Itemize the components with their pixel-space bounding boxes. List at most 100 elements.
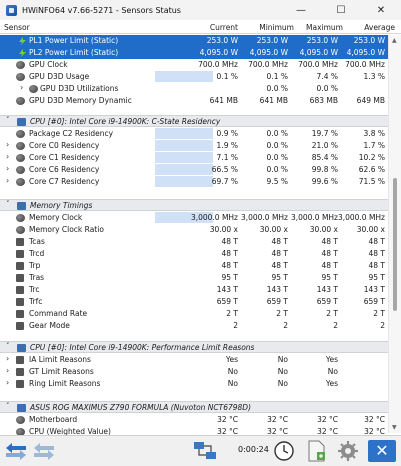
value-minimum: 253.0 W: [256, 36, 288, 45]
expand-chevron-icon[interactable]: ›: [6, 354, 10, 363]
value-maximum: 2 T: [326, 309, 338, 318]
value-minimum: 0.0 %: [266, 153, 288, 162]
close-button[interactable]: ✕: [376, 4, 386, 16]
sensor-row[interactable]: Tras 95 T 95 T 95 T 95 T: [0, 272, 388, 284]
collapse-chevron-icon[interactable]: ˅: [6, 402, 10, 410]
minimize-button[interactable]: —: [296, 4, 306, 16]
sensor-row[interactable]: › IA Limit Reasons Yes No Yes: [0, 354, 388, 366]
expand-chevron-icon[interactable]: ›: [20, 83, 24, 92]
residency-sensor-icon: [16, 166, 25, 174]
value-minimum: 95 T: [271, 273, 288, 282]
value-maximum: 143 T: [316, 285, 338, 294]
current-highlight: [155, 212, 213, 223]
power-bolt-icon: [19, 37, 26, 45]
sensor-group-header[interactable]: ˅ CPU [#0]: Intel Core i9-14900K: Perfor…: [0, 341, 388, 353]
sensor-row[interactable]: Trcd 48 T 48 T 48 T 48 T: [0, 248, 388, 260]
value-maximum: 48 T: [321, 237, 338, 246]
sensor-row[interactable]: › Core C7 Residency 69.7 % 9.5 % 99.6 % …: [0, 176, 388, 188]
expand-chevron-icon[interactable]: ›: [6, 366, 10, 375]
sensor-row[interactable]: Gear Mode 2 2 2 2: [0, 320, 388, 332]
sensor-label: Trcd: [29, 249, 45, 258]
sensor-label: IA Limit Reasons: [29, 355, 91, 364]
scroll-down-arrow-icon[interactable]: ▼: [392, 424, 397, 431]
value-minimum: 143 T: [266, 285, 288, 294]
sensor-row[interactable]: Tcas 48 T 48 T 48 T 48 T: [0, 236, 388, 248]
sensor-row[interactable]: Trfc 659 T 659 T 659 T 659 T: [0, 296, 388, 308]
sensor-group-header[interactable]: ˅ Memory Timings: [0, 199, 388, 211]
value-maximum: 32 °C: [317, 427, 338, 435]
close-sensors-button[interactable]: ✕: [368, 440, 396, 462]
current-highlight: [155, 128, 213, 139]
power-bolt-icon: [19, 49, 26, 57]
network-icon[interactable]: [192, 440, 218, 462]
expand-chevron-icon[interactable]: ›: [6, 176, 10, 185]
residency-sensor-icon: [16, 154, 25, 162]
scroll-up-arrow-icon[interactable]: ▲: [392, 37, 397, 44]
sensor-row[interactable]: › GT Limit Reasons No No No: [0, 366, 388, 378]
sensor-group-header[interactable]: ˅ ASUS ROG MAXIMUS Z790 FORMULA (Nuvoton…: [0, 401, 388, 413]
header-minimum[interactable]: Minimum: [259, 23, 294, 32]
group-title: CPU [#0]: Intel Core i9-14900K: Performa…: [30, 343, 255, 352]
sensor-row[interactable]: › Core C1 Residency 7.1 % 0.0 % 85.4 % 1…: [0, 152, 388, 164]
sensor-row[interactable]: › Core C0 Residency 1.9 % 0.0 % 21.0 % 1…: [0, 140, 388, 152]
settings-gear-icon[interactable]: [336, 440, 360, 462]
sensor-row[interactable]: Package C2 Residency 0.9 % 0.0 % 19.7 % …: [0, 128, 388, 140]
sensor-row[interactable]: › Ring Limit Reasons No No Yes: [0, 378, 388, 390]
window-title: HWiNFO64 v7.66-5271 - Sensors Status: [22, 5, 181, 15]
expand-chevron-icon[interactable]: ›: [6, 164, 10, 173]
sensor-label: Trc: [29, 285, 40, 294]
collapse-chevron-icon[interactable]: ˅: [6, 342, 10, 350]
sensor-label: Core C7 Residency: [29, 177, 100, 186]
temperature-sensor-icon: [16, 428, 25, 435]
header-average[interactable]: Average: [364, 23, 395, 32]
sensor-row[interactable]: Motherboard 32 °C 32 °C 32 °C 32 °C: [0, 414, 388, 426]
expand-chevron-icon[interactable]: ›: [6, 378, 10, 387]
value-maximum: 48 T: [321, 261, 338, 270]
sensor-label: Memory Clock Ratio: [29, 225, 104, 234]
sensor-row[interactable]: › Core C6 Residency 66.5 % 0.0 % 99.8 % …: [0, 164, 388, 176]
current-highlight: [155, 164, 213, 175]
value-current: Yes: [225, 355, 238, 364]
sensor-row[interactable]: Command Rate 2 T 2 T 2 T 2 T: [0, 308, 388, 320]
header-sensor[interactable]: Sensor: [4, 23, 30, 32]
value-average: 62.6 %: [358, 165, 385, 174]
sensor-row[interactable]: GPU D3D Memory Dynamic 641 MB 641 MB 683…: [0, 95, 388, 107]
sensor-row[interactable]: Memory Clock Ratio 30.00 x 30.00 x 30.00…: [0, 224, 388, 236]
sensor-row[interactable]: › GPU D3D Utilizations 0.0 % 0.0 %: [0, 83, 388, 95]
collapse-chevron-icon[interactable]: ˅: [6, 200, 10, 208]
expand-chevron-icon[interactable]: ›: [6, 152, 10, 161]
clock-reset-icon[interactable]: [272, 440, 296, 462]
sensor-label: Core C6 Residency: [29, 165, 100, 174]
vertical-scrollbar[interactable]: ▲ ▼: [388, 35, 401, 433]
value-minimum: 0.1 %: [266, 72, 288, 81]
collapse-chevron-icon[interactable]: ˅: [6, 116, 10, 124]
value-average: 659 T: [363, 297, 385, 306]
maximize-button[interactable]: ☐: [336, 4, 346, 16]
header-current[interactable]: Current: [209, 23, 238, 32]
nav-left-arrows-icon[interactable]: [4, 440, 28, 462]
sensor-row[interactable]: Trp 48 T 48 T 48 T 48 T: [0, 260, 388, 272]
value-average: 32 °C: [364, 415, 385, 424]
window-controls: — ☐ ✕: [281, 0, 401, 20]
sensor-row[interactable]: CPU (Weighted Value) 32 °C 32 °C 32 °C 3…: [0, 426, 388, 435]
sensor-row[interactable]: Trc 143 T 143 T 143 T 143 T: [0, 284, 388, 296]
report-document-icon[interactable]: [304, 440, 328, 462]
column-header: Sensor Current Minimum Maximum Average: [0, 22, 401, 34]
sensor-group-header[interactable]: ˅ CPU [#0]: Intel Core i9-14900K: C-Stat…: [0, 115, 388, 127]
group-title: ASUS ROG MAXIMUS Z790 FORMULA (Nuvoton N…: [30, 403, 252, 412]
header-maximum[interactable]: Maximum: [306, 23, 343, 32]
sensor-row[interactable]: PL2 Power Limit (Static) 4,095.0 W 4,095…: [0, 47, 388, 59]
sensor-row[interactable]: GPU Clock 700.0 MHz 700.0 MHz 700.0 MHz …: [0, 59, 388, 71]
sensor-label: Package C2 Residency: [29, 129, 114, 138]
value-current: 0.9 %: [216, 129, 238, 138]
value-minimum: 48 T: [271, 249, 288, 258]
nav-right-arrows-icon[interactable]: [32, 440, 56, 462]
sensor-row[interactable]: PL1 Power Limit (Static) 253.0 W 253.0 W…: [0, 35, 388, 47]
expand-chevron-icon[interactable]: ›: [6, 140, 10, 149]
sensor-row[interactable]: GPU D3D Usage 0.1 % 0.1 % 7.4 % 1.3 %: [0, 71, 388, 83]
value-maximum: 99.6 %: [311, 177, 338, 186]
sensor-row[interactable]: Memory Clock 3,000.0 MHz 3,000.0 MHz 3,0…: [0, 212, 388, 224]
value-average: 1.7 %: [363, 141, 385, 150]
value-maximum: Yes: [325, 355, 338, 364]
scrollbar-thumb[interactable]: [393, 178, 397, 311]
